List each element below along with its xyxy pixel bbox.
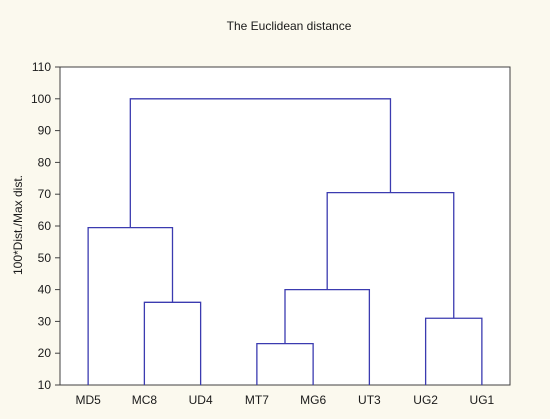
y-tick-label: 100 <box>31 92 51 106</box>
y-tick-label: 30 <box>38 314 52 328</box>
y-tick-label: 20 <box>38 346 52 360</box>
y-axis-label: 100*Dist./Max dist. <box>11 175 25 275</box>
chart-title: The Euclidean distance <box>227 19 352 33</box>
y-tick-label: 10 <box>38 378 52 392</box>
y-tick-label: 50 <box>38 251 52 265</box>
leaf-label-ut3: UT3 <box>358 393 381 407</box>
y-tick-label: 80 <box>38 155 52 169</box>
y-tick-label: 90 <box>38 124 52 138</box>
leaf-label-mc8: MC8 <box>132 393 158 407</box>
y-tick-label: 40 <box>38 283 52 297</box>
leaf-labels: MD5 MC8 UD4 MT7 MG6 UT3 UG2 UG1 <box>75 393 494 407</box>
y-axis-ticks: 10 20 30 40 50 60 70 80 90 100 110 <box>31 60 60 392</box>
merge-link-7 <box>129 98 392 228</box>
dendrogram-links <box>87 98 483 385</box>
y-tick-label: 70 <box>38 187 52 201</box>
y-tick-label: 60 <box>38 219 52 233</box>
leaf-label-mt7: MT7 <box>245 393 269 407</box>
leaf-label-ug1: UG1 <box>470 393 495 407</box>
leaf-label-ud4: UD4 <box>189 393 213 407</box>
leaf-label-mg6: MG6 <box>300 393 326 407</box>
leaf-label-md5: MD5 <box>75 393 101 407</box>
leaf-label-ug2: UG2 <box>413 393 438 407</box>
y-tick-label: 110 <box>32 60 51 74</box>
